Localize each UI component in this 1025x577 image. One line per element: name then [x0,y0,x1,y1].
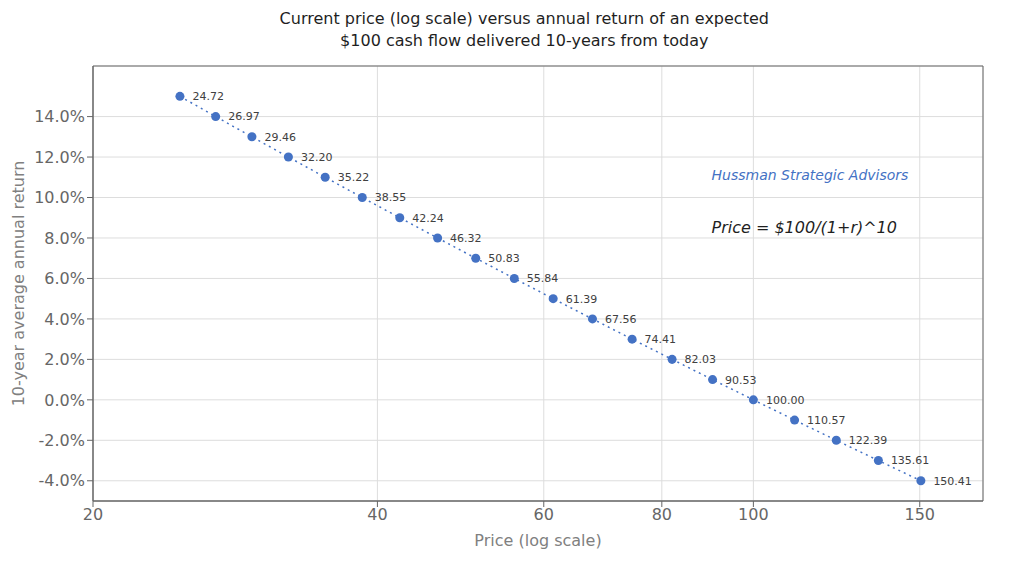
svg-text:67.56: 67.56 [605,313,637,326]
svg-text:8.0%: 8.0% [44,229,85,248]
svg-text:61.39: 61.39 [566,293,598,306]
svg-text:40: 40 [367,505,387,524]
svg-text:24.72: 24.72 [192,90,224,103]
svg-text:6.0%: 6.0% [44,269,85,288]
svg-text:150.41: 150.41 [933,475,972,488]
svg-text:122.39: 122.39 [849,434,888,447]
svg-text:100.00: 100.00 [766,394,805,407]
html-text:Hussman Strategic Advisors: Hussman Strategic Advisors [711,166,909,183]
svg-text:32.20: 32.20 [301,151,333,164]
svg-text:-4.0%: -4.0% [39,471,85,490]
svg-text:35.22: 35.22 [338,171,370,184]
svg-text:4.0%: 4.0% [44,310,85,329]
svg-text:74.41: 74.41 [645,333,677,346]
svg-text:42.24: 42.24 [412,212,444,225]
svg-text:2.0%: 2.0% [44,350,85,369]
svg-text:14.0%: 14.0% [34,107,85,126]
svg-text:Price (log scale): Price (log scale) [474,531,601,550]
html-text:Price = $100/(1+r)^10: Price = $100/(1+r)^10 [711,217,897,237]
svg-text:100: 100 [738,505,769,524]
svg-text:38.55: 38.55 [375,191,407,204]
svg-text:29.46: 29.46 [264,131,296,144]
svg-text:110.57: 110.57 [807,414,846,427]
svg-text:10-year average annual return: 10-year average annual return [9,161,28,407]
svg-text:55.84: 55.84 [527,272,559,285]
svg-text:60: 60 [534,505,554,524]
svg-text:0.0%: 0.0% [44,391,85,410]
svg-text:26.97: 26.97 [228,110,260,123]
svg-text:80: 80 [652,505,672,524]
svg-text:10.0%: 10.0% [34,188,85,207]
svg-text:12.0%: 12.0% [34,148,85,167]
svg-text:82.03: 82.03 [685,353,717,366]
svg-text:20: 20 [83,505,103,524]
svg-text:50.83: 50.83 [488,252,520,265]
svg-text:-2.0%: -2.0% [39,431,85,450]
svg-text:150: 150 [904,505,935,524]
svg-text:135.61: 135.61 [891,454,930,467]
svg-text:90.53: 90.53 [725,374,757,387]
svg-text:46.32: 46.32 [450,232,482,245]
html-text:Current price (log scale) vers: Current price (log scale) versus annual … [279,9,769,50]
